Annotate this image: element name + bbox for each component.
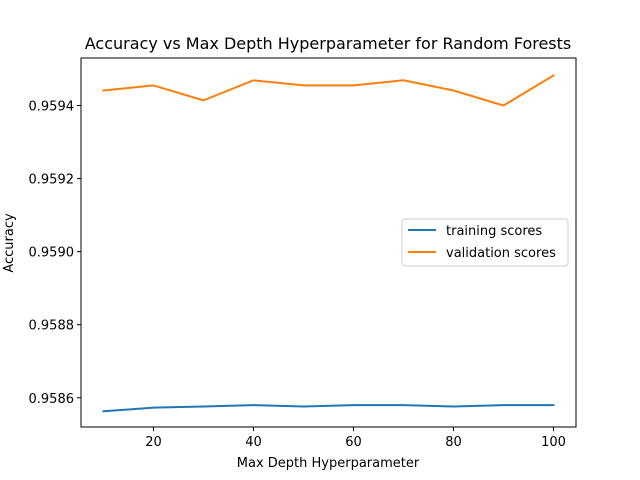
x-tick-label: 40	[245, 435, 262, 450]
y-axis-label: Accuracy	[2, 213, 17, 273]
y-tick-label: 0.9586	[29, 392, 75, 407]
x-tick-label: 80	[445, 435, 462, 450]
y-tick-label: 0.9594	[29, 99, 75, 114]
legend-box	[401, 218, 569, 267]
y-tick-label: 0.9592	[29, 173, 75, 188]
legend-label-training: training scores	[446, 224, 542, 239]
y-tick-label: 0.9588	[29, 319, 75, 334]
chart-title: Accuracy vs Max Depth Hyperparameter for…	[85, 34, 572, 53]
x-tick-label: 20	[145, 435, 162, 450]
y-axis: 0.9586 0.9588 0.9590 0.9592 0.9594	[29, 99, 81, 407]
series-layer	[102, 74, 555, 413]
x-tick-label: 100	[541, 435, 566, 450]
plot-frame	[80, 57, 577, 428]
legend-label-validation: validation scores	[446, 246, 556, 261]
plot-area	[80, 57, 577, 428]
legend: training scores validation scores	[401, 218, 569, 267]
series-line-training	[102, 404, 555, 413]
series-line-validation	[102, 74, 555, 107]
x-tick-label: 60	[345, 435, 362, 450]
x-axis-label: Max Depth Hyperparameter	[237, 456, 420, 471]
y-tick-label: 0.9590	[29, 246, 75, 261]
x-axis: 20 40 60 80 100	[145, 427, 566, 450]
